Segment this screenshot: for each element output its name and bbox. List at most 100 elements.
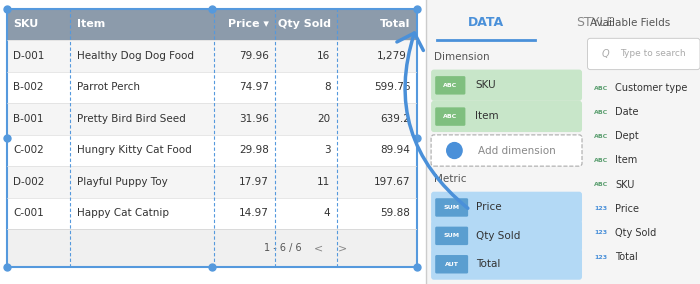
Bar [214, 72, 275, 103]
Circle shape [447, 143, 462, 158]
Text: Total: Total [615, 252, 638, 262]
Text: DATA: DATA [468, 16, 504, 29]
Text: 3: 3 [324, 145, 330, 155]
Bar [337, 40, 416, 72]
Text: SKU: SKU [13, 19, 38, 29]
FancyBboxPatch shape [431, 248, 582, 280]
Bar [71, 9, 214, 40]
Text: Date: Date [615, 107, 638, 117]
Text: 639.2: 639.2 [381, 114, 410, 124]
Text: ABC: ABC [594, 85, 608, 91]
Text: 599.76: 599.76 [374, 82, 410, 92]
Text: 14.97: 14.97 [239, 208, 269, 218]
Text: STYLE: STYLE [577, 16, 615, 29]
Bar [275, 72, 337, 103]
Text: ABC: ABC [594, 158, 608, 163]
Text: Price ▾: Price ▾ [228, 19, 269, 29]
Text: Q: Q [601, 49, 609, 59]
Bar [71, 198, 214, 229]
Text: Dept: Dept [615, 131, 638, 141]
Bar [71, 40, 214, 72]
Bar [71, 135, 214, 166]
Text: C-002: C-002 [13, 145, 44, 155]
Text: 123: 123 [595, 254, 608, 260]
Text: SUM: SUM [444, 205, 460, 210]
Text: 79.96: 79.96 [239, 51, 269, 61]
FancyBboxPatch shape [431, 70, 582, 101]
FancyBboxPatch shape [435, 227, 468, 245]
Text: 20: 20 [317, 114, 330, 124]
Text: <: < [314, 243, 323, 253]
Text: SKU: SKU [475, 80, 496, 90]
Text: 4: 4 [324, 208, 330, 218]
Bar [337, 135, 416, 166]
Text: ABC: ABC [594, 110, 608, 115]
Text: B-002: B-002 [13, 82, 43, 92]
FancyBboxPatch shape [431, 192, 582, 223]
Text: Price: Price [477, 202, 502, 212]
Bar [337, 9, 416, 40]
Text: Available Fields: Available Fields [590, 18, 671, 28]
Bar [214, 9, 275, 40]
Text: Type to search: Type to search [620, 49, 686, 59]
Bar [7, 103, 71, 135]
Text: 1 - 6 / 6: 1 - 6 / 6 [264, 243, 302, 253]
Bar [337, 166, 416, 198]
Text: Total: Total [477, 259, 500, 269]
Text: Item: Item [76, 19, 105, 29]
Bar [7, 198, 71, 229]
Bar [275, 166, 337, 198]
Text: +: + [450, 145, 459, 156]
Bar [71, 72, 214, 103]
Text: Qty Sold: Qty Sold [615, 228, 656, 238]
Text: C-001: C-001 [13, 208, 44, 218]
Text: Parrot Perch: Parrot Perch [76, 82, 139, 92]
Bar [7, 40, 71, 72]
Text: ABC: ABC [443, 114, 457, 119]
Text: >: > [338, 243, 347, 253]
Text: 31.96: 31.96 [239, 114, 269, 124]
Text: AUT: AUT [444, 262, 458, 267]
Text: Add dimension: Add dimension [477, 145, 556, 156]
Bar [275, 198, 337, 229]
Text: Healthy Dog Dog Food: Healthy Dog Dog Food [76, 51, 194, 61]
Bar [214, 40, 275, 72]
FancyBboxPatch shape [431, 101, 582, 132]
Text: 123: 123 [595, 230, 608, 235]
Bar [337, 72, 416, 103]
FancyArrowPatch shape [397, 33, 468, 208]
Text: 74.97: 74.97 [239, 82, 269, 92]
Text: Pretty Bird Bird Seed: Pretty Bird Bird Seed [76, 114, 186, 124]
Text: ABC: ABC [594, 182, 608, 187]
Bar [71, 166, 214, 198]
Bar [7, 135, 71, 166]
Bar [275, 9, 337, 40]
Text: 17.97: 17.97 [239, 177, 269, 187]
Text: 16: 16 [317, 51, 330, 61]
Text: SUM: SUM [444, 233, 460, 238]
Bar [214, 135, 275, 166]
FancyBboxPatch shape [435, 198, 468, 217]
Bar [275, 103, 337, 135]
Text: Total: Total [380, 19, 410, 29]
Bar [71, 103, 214, 135]
FancyBboxPatch shape [435, 107, 466, 126]
FancyBboxPatch shape [431, 220, 582, 251]
Text: 11: 11 [317, 177, 330, 187]
Text: Happy Cat Catnip: Happy Cat Catnip [76, 208, 169, 218]
Text: SKU: SKU [615, 179, 634, 190]
Text: Playful Puppy Toy: Playful Puppy Toy [76, 177, 167, 187]
FancyBboxPatch shape [435, 255, 468, 273]
Text: Dimension: Dimension [434, 52, 489, 62]
Text: 123: 123 [595, 206, 608, 211]
Text: 29.98: 29.98 [239, 145, 269, 155]
Text: Item: Item [475, 111, 498, 122]
Text: 1,279.: 1,279. [377, 51, 410, 61]
Text: Metric: Metric [434, 174, 466, 184]
Bar [7, 72, 71, 103]
Bar [7, 166, 71, 198]
Text: Qty Sold: Qty Sold [477, 231, 521, 241]
FancyBboxPatch shape [431, 135, 582, 166]
Text: ABC: ABC [594, 134, 608, 139]
Bar [275, 135, 337, 166]
